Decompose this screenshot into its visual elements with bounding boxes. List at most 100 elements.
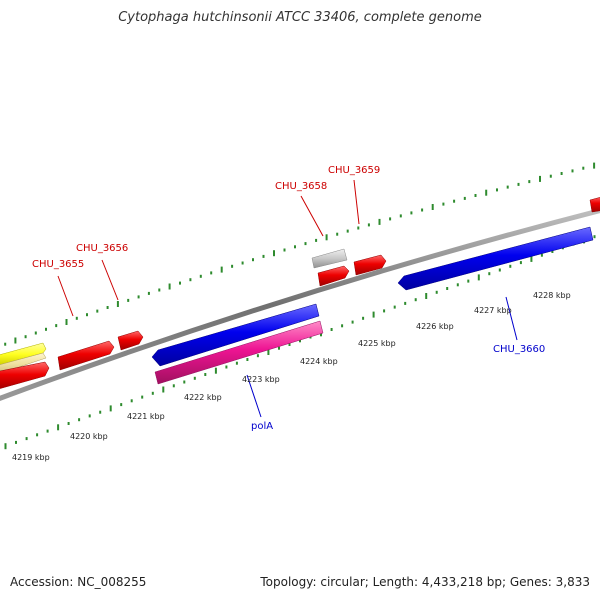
outer-minor-tick <box>336 232 339 236</box>
gene-labels: CHU_3655 CHU_3656 CHU_3658 CHU_3659 polA… <box>32 165 545 432</box>
outer-tick-row <box>4 162 596 346</box>
gene-yellow <box>0 342 47 365</box>
inner-major-tick <box>530 255 533 262</box>
inner-minor-tick <box>488 272 491 276</box>
leader-chu-3660 <box>505 296 518 341</box>
forward-strand-genes <box>0 197 600 389</box>
outer-minor-tick <box>474 194 477 197</box>
outer-minor-tick <box>199 274 202 278</box>
gene-gray <box>311 248 348 269</box>
gene-label-chu-3660: CHU_3660 <box>493 344 545 355</box>
outer-minor-tick <box>560 172 563 175</box>
gene-chu-3659 <box>353 254 387 276</box>
inner-major-tick <box>372 311 375 318</box>
gene-chu-3658 <box>317 265 350 287</box>
scale-label-4224: 4224 kbp <box>300 357 338 366</box>
outer-minor-tick <box>34 331 37 335</box>
outer-minor-tick <box>96 309 99 313</box>
outer-minor-tick <box>179 281 181 285</box>
inner-minor-tick <box>435 290 438 294</box>
genome-backbone <box>0 208 600 401</box>
inner-minor-tick <box>25 437 28 441</box>
outer-minor-tick <box>262 254 265 258</box>
outer-minor-tick <box>315 238 318 242</box>
inner-minor-tick <box>88 414 91 418</box>
inner-minor-tick <box>404 301 407 305</box>
inner-minor-tick <box>183 380 186 384</box>
scale-label-4227: 4227 kbp <box>474 306 512 315</box>
outer-minor-tick <box>147 291 150 295</box>
outer-minor-tick <box>294 245 296 249</box>
outer-minor-tick <box>517 182 520 186</box>
outer-major-tick <box>378 218 381 225</box>
scale-label-4228: 4228 kbp <box>533 291 571 300</box>
inner-minor-tick <box>120 403 123 407</box>
leader-chu-3655 <box>57 275 74 317</box>
gene-pola <box>154 320 324 385</box>
inner-minor-tick <box>141 395 144 399</box>
outer-major-tick <box>168 283 171 290</box>
outer-minor-tick <box>127 298 130 302</box>
leader-pola <box>246 374 262 418</box>
inner-major-tick <box>214 367 217 374</box>
map-title: Cytophaga hutchinsonii ATCC 33406, compl… <box>118 10 482 25</box>
inner-minor-tick <box>67 422 70 425</box>
outer-minor-tick <box>137 295 140 299</box>
outer-major-tick <box>65 319 68 325</box>
inner-minor-tick <box>246 358 249 361</box>
inner-minor-tick <box>498 268 501 272</box>
outer-minor-tick <box>210 271 213 275</box>
outer-minor-tick <box>410 211 413 215</box>
inner-minor-tick <box>193 376 196 380</box>
inner-minor-tick <box>362 316 365 320</box>
inner-minor-tick <box>151 391 154 395</box>
outer-major-tick <box>116 301 119 307</box>
inner-minor-tick <box>383 309 386 313</box>
leader-chu-3658 <box>300 195 324 237</box>
gene-red-1 <box>0 361 50 389</box>
outer-minor-tick <box>421 208 424 212</box>
gene-label-chu-3656: CHU_3656 <box>76 243 128 254</box>
outer-minor-tick <box>304 242 307 246</box>
scale-label-4226: 4226 kbp <box>416 322 454 331</box>
outer-minor-tick <box>453 199 456 203</box>
inner-tick-row <box>4 235 596 450</box>
inner-minor-tick <box>46 429 49 433</box>
accession-text: Accession: NC_008255 <box>10 575 147 589</box>
outer-major-tick <box>593 162 596 169</box>
outer-minor-tick <box>506 185 509 189</box>
outer-major-tick <box>431 204 434 210</box>
outer-minor-tick <box>549 174 552 178</box>
inner-major-tick <box>109 405 112 412</box>
scale-label-4223: 4223 kbp <box>242 375 280 384</box>
outer-major-tick <box>273 250 275 257</box>
outer-minor-tick <box>582 166 585 170</box>
gene-tan <box>0 352 47 374</box>
inner-minor-tick <box>456 283 459 287</box>
scale-label-4219: 4219 kbp <box>12 453 50 462</box>
outer-major-tick <box>485 189 488 196</box>
leader-chu-3659 <box>353 179 360 225</box>
inner-minor-tick <box>36 433 39 437</box>
inner-minor-tick <box>446 287 449 290</box>
scale-label-4225: 4225 kbp <box>358 339 396 348</box>
inner-minor-tick <box>393 305 396 309</box>
inner-minor-tick <box>225 365 228 369</box>
inner-minor-tick <box>551 250 554 253</box>
inner-minor-tick <box>204 373 207 376</box>
outer-minor-tick <box>24 335 27 339</box>
genome-summary-text: Topology: circular; Length: 4,433,218 bp… <box>260 575 590 589</box>
inner-major-tick <box>4 443 7 450</box>
inner-minor-tick <box>78 418 81 422</box>
outer-minor-tick <box>86 313 88 317</box>
inner-minor-tick <box>351 320 354 324</box>
outer-minor-tick <box>158 288 161 292</box>
outer-minor-tick <box>106 306 109 309</box>
outer-minor-tick <box>283 248 286 252</box>
leader-chu-3656 <box>101 259 119 301</box>
inner-minor-tick <box>130 399 133 403</box>
inner-minor-tick <box>509 264 512 268</box>
outer-major-tick <box>539 175 541 182</box>
inner-minor-tick <box>341 324 344 328</box>
gene-red-far <box>589 197 600 213</box>
